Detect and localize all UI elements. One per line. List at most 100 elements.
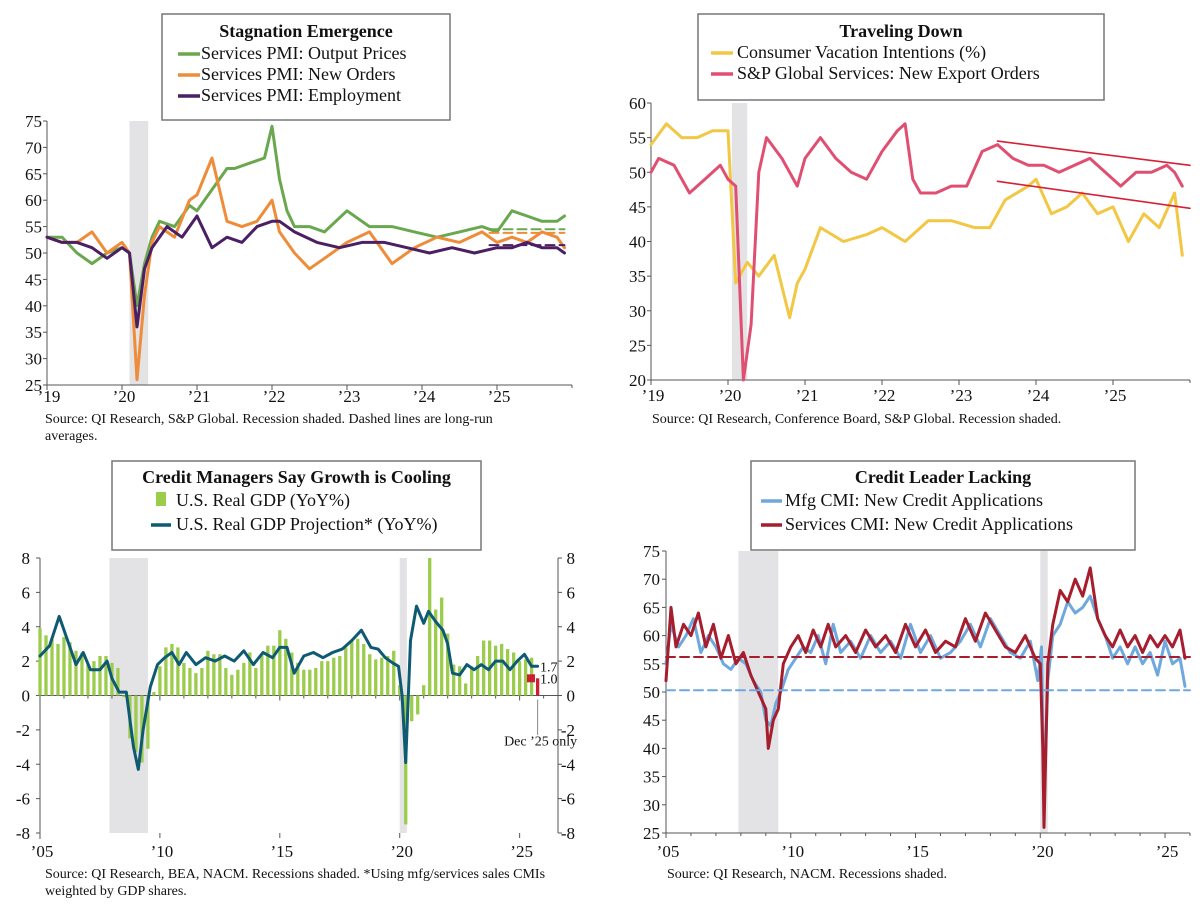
chart-title: Traveling Down <box>839 21 962 41</box>
y-tick-label: 45 <box>629 198 646 217</box>
x-tick-label: ’20 <box>390 842 413 861</box>
gdp-bar <box>338 655 342 696</box>
gdp-bar <box>212 654 216 696</box>
gdp-bar <box>188 668 192 696</box>
x-tick-label: ’25 <box>1104 386 1127 405</box>
gdp-bar <box>374 659 378 696</box>
gdp-bar <box>74 650 78 696</box>
end-label-projection: 1.7 <box>540 660 558 675</box>
x-tick-label: ’19 <box>38 387 61 406</box>
y-tick-label: 25 <box>629 336 646 355</box>
gdp-bar <box>410 695 414 722</box>
y-tick-label: 55 <box>629 129 646 148</box>
gdp-bar <box>98 655 102 696</box>
gdp-bar <box>470 666 474 696</box>
x-tick-label: ’15 <box>906 842 929 861</box>
gdp-bar <box>80 652 84 696</box>
y-tick-label: -4 <box>16 755 31 774</box>
gdp-bar <box>116 668 120 696</box>
gdp-bar <box>170 643 174 696</box>
y-tick-label: 55 <box>643 655 660 674</box>
y-tick-label-right: -6 <box>561 790 575 809</box>
gdp-bar <box>476 655 480 696</box>
gdp-bar <box>314 668 318 696</box>
y-tick-label-right: 0 <box>567 687 576 706</box>
gdp-bar <box>493 645 498 696</box>
y-tick-label: 70 <box>643 570 660 589</box>
chart-panel-4: 25 30 35 40 45 50 55 60 65 70 75 ’05 ’10 ’15 ’20 ’25 Cre… <box>643 460 1191 861</box>
x-tick-label: ’19 <box>642 386 665 405</box>
x-tick-label: ’05 <box>31 842 54 861</box>
x-tick-label: ’21 <box>796 386 819 405</box>
x-tick-label: ’10 <box>151 842 174 861</box>
gdp-bar <box>440 597 444 696</box>
gdp-bar <box>290 652 294 696</box>
legend-box <box>161 13 451 121</box>
legend-swatch <box>156 492 166 506</box>
gdp-bar <box>152 692 156 696</box>
gdp-bar <box>422 685 426 696</box>
legend-label: U.S. Real GDP (YoY%) <box>176 490 350 511</box>
recession-shade <box>731 103 748 380</box>
gdp-bar <box>236 669 240 696</box>
gdp-bar <box>218 654 222 696</box>
gdp-bar <box>134 695 138 753</box>
gdp-bar <box>164 647 168 696</box>
series-line-1 <box>45 124 566 308</box>
x-tick-label: ’20 <box>719 386 742 405</box>
source-note-1: Source: QI Research, S&P Global. Recessi… <box>45 412 493 444</box>
y-tick-label: 4 <box>22 618 31 637</box>
gdp-bar <box>206 650 210 696</box>
x-tick-label: ’25 <box>488 387 511 406</box>
gdp-bar <box>386 655 390 696</box>
gdp-bar <box>146 695 150 749</box>
y-tick-label: 50 <box>643 683 660 702</box>
y-tick-label: 25 <box>25 376 42 395</box>
x-tick-label: ’20 <box>113 387 136 406</box>
gdp-bar <box>254 668 258 696</box>
gdp-bar <box>356 638 360 696</box>
gdp-bar <box>320 661 324 696</box>
x-tick-label: ’20 <box>1031 842 1054 861</box>
gdp-bar <box>344 647 348 696</box>
legend-label: Mfg CMI: New Credit Applications <box>785 490 1043 510</box>
gdp-bar <box>230 674 234 696</box>
y-tick-label-right: 4 <box>567 618 576 637</box>
gdp-bar <box>278 630 282 696</box>
chart-title: Stagnation Emergence <box>219 21 392 41</box>
gdp-bar <box>272 645 276 696</box>
y-tick-label: -6 <box>16 790 30 809</box>
chart-title: Credit Managers Say Growth is Cooling <box>142 467 451 487</box>
gdp-bar <box>86 664 90 696</box>
x-tick-label: ’21 <box>188 387 211 406</box>
y-tick-label: 75 <box>643 542 660 561</box>
trend-line-3 <box>996 140 1191 167</box>
x-tick-label: ’10 <box>781 842 804 861</box>
y-tick-label: 40 <box>629 233 646 252</box>
gdp-bar <box>296 662 300 696</box>
y-tick-label: 70 <box>25 138 42 157</box>
series-line-3 <box>45 214 566 329</box>
gdp-bar <box>511 652 516 696</box>
series-line-2 <box>45 156 566 382</box>
y-tick-label: 35 <box>25 323 42 342</box>
gdp-bar <box>392 650 396 696</box>
x-tick-label: ’23 <box>950 386 973 405</box>
x-tick-label: ’24 <box>1027 386 1050 405</box>
gdp-bar <box>362 643 366 696</box>
y-tick-label: 45 <box>25 270 42 289</box>
gdp-bar <box>224 668 228 696</box>
annotation-dec-25: Dec ’25 only <box>504 734 577 749</box>
y-tick-label-right: 2 <box>567 652 576 671</box>
series-line-1 <box>649 122 1184 320</box>
source-note-3: Source: QI Research, BEA, NACM. Recessio… <box>45 867 546 899</box>
y-tick-label: 45 <box>643 711 660 730</box>
x-tick-label: ’25 <box>1156 842 1179 861</box>
gdp-bar <box>464 683 468 696</box>
y-tick-label: 55 <box>25 218 42 237</box>
legend-label: S&P Global Services: New Export Orders <box>737 63 1040 83</box>
y-tick-label: 40 <box>643 739 660 758</box>
y-tick-label: 30 <box>25 350 42 369</box>
y-tick-label: 60 <box>25 191 42 210</box>
